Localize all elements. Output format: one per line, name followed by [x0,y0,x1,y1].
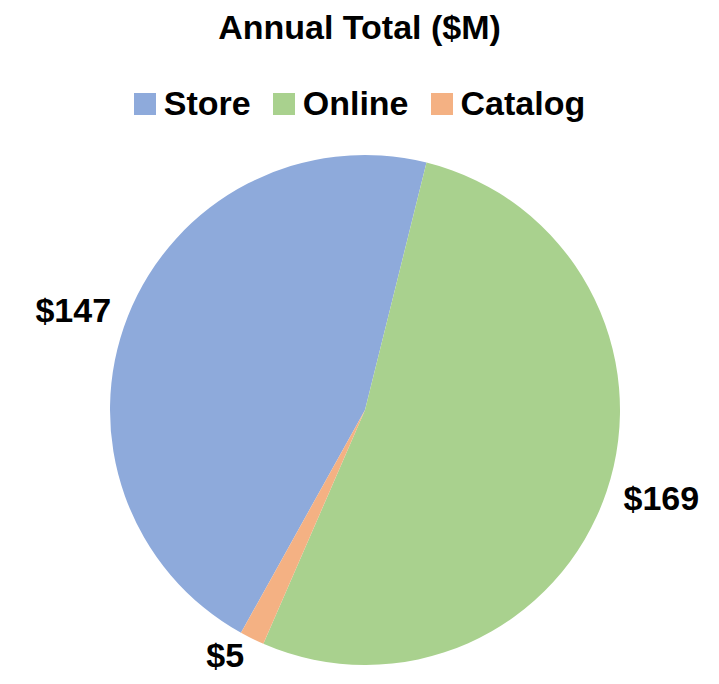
html-text:Store: Store [163,84,251,122]
html-text:Catalog: Catalog [460,84,586,122]
svg-text:$169: $169 [624,479,700,517]
html-text:Annual Total ($M): Annual Total ($M) [218,8,501,46]
html-text:Online: Online [302,84,409,122]
svg-text:$147: $147 [35,291,111,329]
svg-text:$5: $5 [206,636,244,674]
